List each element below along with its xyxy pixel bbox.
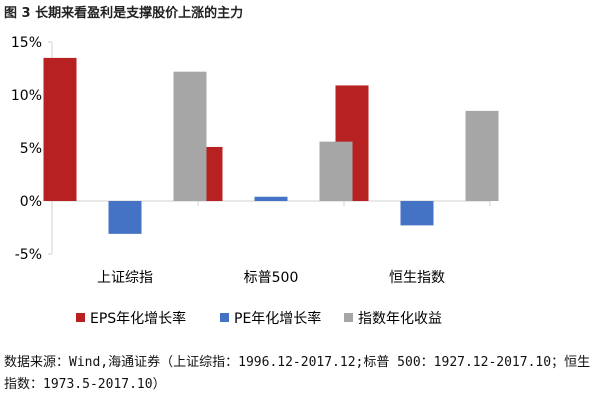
legend-swatch-pe [220,313,229,322]
bar-pe [108,201,142,234]
y-tick-label: 0% [20,194,42,210]
legend-label: 指数年化收益 [358,311,442,327]
legend-swatch-eps [76,313,85,322]
legend-label: PE年化增长率 [234,310,321,327]
y-tick-label: 15% [11,35,42,51]
x-category-label: 恒生指数 [389,270,445,286]
bar-pe [400,201,434,226]
bar-chart: 15% 10% 5% 0% -5% 上证综指 标普500 恒生指数 EPS年化增长率 PE年化增长… [11,35,499,327]
legend-label: EPS年化增长率 [90,310,186,327]
bar-index [173,71,207,202]
bar-index [319,141,353,201]
x-category-label: 标普500 [244,270,299,286]
y-tick-label: 5% [20,141,42,157]
x-category-label: 上证综指 [97,270,153,286]
bar-eps [43,57,77,202]
bar-index [465,110,499,201]
source-note: 数据来源：Wind,海通证券（上证综指：1996.12-2017.12;标普 5… [4,355,591,392]
bar-pe [254,196,288,201]
y-tick-label: 10% [11,88,42,104]
legend-swatch-index [344,313,353,322]
figure-title: 图 3 长期来看盈利是支撑股价上涨的主力 [4,6,244,21]
y-tick-label: -5% [15,247,42,263]
